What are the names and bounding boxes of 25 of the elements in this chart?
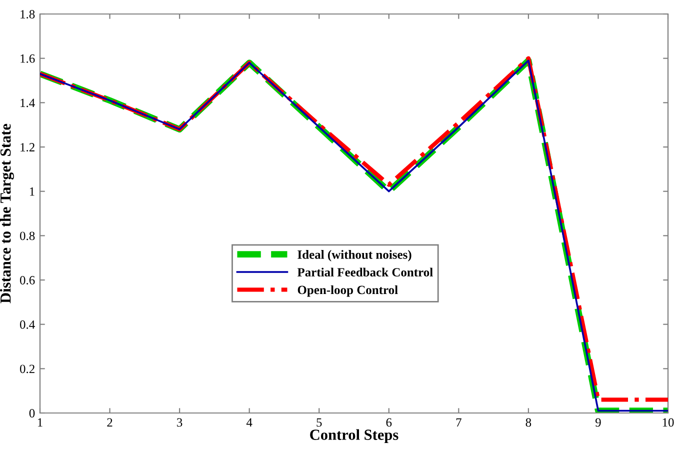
y-tick-label: 0.8	[20, 232, 35, 240]
x-tick-label: 2	[107, 418, 112, 427]
y-tick-label: 1.2	[20, 143, 34, 152]
x-tick-label: 3	[177, 418, 182, 427]
y-axis-title: Distance to the Target State	[0, 124, 14, 304]
legend-label: Partial Feedback Control	[297, 268, 433, 277]
legend-label: Ideal (without noises)	[298, 250, 412, 262]
x-tick-label: 4	[246, 418, 252, 427]
x-tick-label: 10	[662, 418, 674, 427]
x-tick-label: 9	[596, 418, 601, 427]
y-tick-label: 0	[29, 409, 35, 418]
y-tick-label: 1.8	[20, 10, 35, 19]
x-tick-label: 7	[456, 418, 462, 427]
y-tick-label: 0.2	[20, 364, 34, 374]
y-tick-label: 0.6	[20, 276, 35, 285]
y-tick-label: 0.4	[20, 320, 35, 329]
y-tick-label: 1.6	[20, 54, 35, 63]
x-tick-label: 1	[38, 418, 42, 427]
x-tick-label: 6	[386, 418, 392, 427]
x-tick-label: 5	[316, 418, 322, 427]
x-axis-title: Control Steps	[310, 429, 398, 444]
y-tick-label: 1	[30, 187, 34, 196]
legend-label: Open-loop Control	[298, 285, 398, 297]
y-tick-label: 1.4	[20, 98, 35, 108]
x-tick-label: 8	[526, 418, 532, 427]
